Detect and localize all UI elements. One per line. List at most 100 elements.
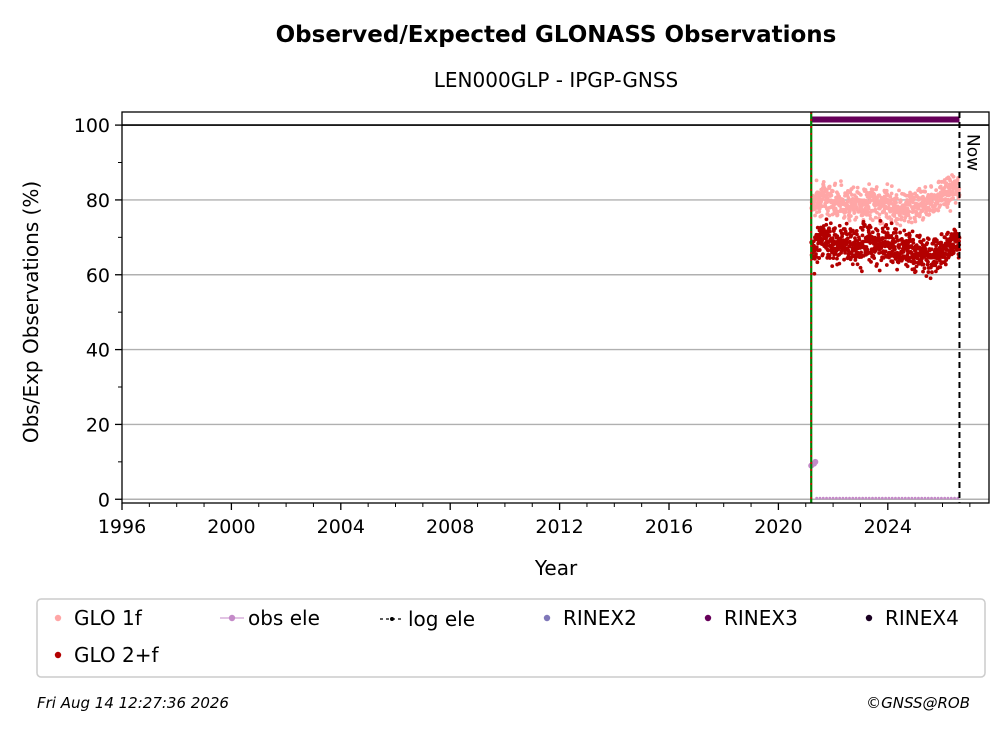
obs-ele-point [940, 496, 943, 500]
obs-ele-point [877, 496, 881, 500]
obs-ele-point [874, 496, 878, 500]
obs-ele-point [844, 496, 848, 500]
glo-2f-point [867, 232, 872, 237]
glo-1f-point [898, 223, 903, 228]
glo-2f-point [919, 251, 925, 257]
legend-marker [54, 614, 62, 622]
glo-2f-point [872, 256, 877, 261]
glo-1f-point [898, 199, 903, 204]
glo-1f-point [839, 179, 843, 184]
glo-1f-point [950, 189, 955, 193]
glo-2f-point [884, 263, 889, 267]
glo-1f-point [951, 196, 955, 200]
obs-ele-point [825, 496, 828, 500]
obs-ele-series [808, 458, 960, 500]
glo-1f-point [951, 174, 956, 179]
glo-1f-point [944, 181, 949, 186]
glo-2f-point [906, 245, 911, 251]
obs-ele-point [903, 496, 907, 500]
glo-2f-point [817, 248, 822, 252]
glo-1f-point [926, 199, 932, 204]
glo-2f-point [939, 232, 944, 236]
glo-1f-point [871, 198, 877, 203]
obs-ele-point [920, 496, 924, 500]
glo-2f-point [947, 254, 951, 259]
glo-2f-point [912, 248, 918, 253]
glo-1f-point [912, 197, 916, 202]
glo-2f-point [925, 241, 930, 245]
obs-ele-point [897, 496, 901, 500]
glo-2f-point [894, 230, 898, 235]
obs-ele-point [933, 496, 937, 500]
glo-1f-point [906, 213, 911, 218]
glo-1f-point [927, 212, 932, 217]
now-label: Now [962, 134, 982, 171]
glo-1f-point [813, 213, 817, 218]
glo-1f-point [814, 178, 819, 183]
obs-ele-point [890, 496, 894, 500]
glo-2f-point [890, 260, 895, 265]
obs-ele-point [887, 496, 891, 500]
legend-label: GLO 1f [74, 606, 143, 630]
series-layer: Now [808, 112, 982, 503]
glo-2f-point [926, 254, 932, 260]
obs-ele-point [828, 496, 832, 500]
glo-1f-point [892, 214, 897, 218]
glo-2f-point [859, 250, 863, 255]
glo-2f-point [850, 262, 855, 267]
glo-2f-point [934, 260, 939, 265]
glo-2f-point [934, 243, 939, 248]
glo-1f-point [927, 208, 932, 213]
glo-1f-point [873, 215, 878, 220]
glo-2f-point [934, 238, 939, 243]
glo-2f-point [884, 223, 889, 227]
legend-marker [54, 651, 62, 659]
glo-1f-point [936, 208, 941, 213]
glo-2f-point [854, 228, 859, 233]
glo-2f-point [871, 241, 877, 246]
glo-1f-point [906, 202, 911, 207]
glo-1f-point [869, 198, 873, 203]
glo-2f-point [833, 226, 837, 231]
glo-1f-point [907, 209, 912, 214]
glo-2f-point [926, 270, 931, 274]
chart-title: Observed/Expected GLONASS Observations [276, 22, 837, 48]
glo-2f-point [865, 238, 870, 244]
obs-ele-point [831, 496, 835, 500]
glo-2f-point [894, 227, 899, 232]
glo-2f-point [940, 248, 945, 253]
glo-2f-point [921, 262, 926, 267]
glo-1f-point [839, 183, 844, 187]
obs-ele-point [894, 496, 897, 500]
glo-1f-point [894, 200, 898, 205]
glo-2f-point [926, 259, 930, 264]
glo-2f-point [862, 223, 867, 227]
glo-1f-point [889, 191, 894, 196]
glo-1f-point [930, 200, 935, 204]
footer-timestamp: Fri Aug 14 12:27:36 2026 [37, 694, 229, 712]
y-tick-label: 80 [86, 190, 110, 212]
glo-1f-point [895, 221, 900, 226]
glo-2f-point [828, 229, 832, 234]
glo-1f-point [947, 188, 952, 194]
glo-1f-point [948, 178, 953, 183]
glo-2f-point [861, 219, 866, 224]
glo-1f-point [844, 202, 849, 207]
glo-1f-point [851, 185, 856, 190]
legend-label: RINEX4 [885, 606, 959, 630]
obs-ele-point [818, 496, 822, 500]
x-tick-label: 2024 [864, 516, 912, 538]
obs-ele-point [815, 496, 819, 500]
glo-1f-point [889, 217, 894, 222]
glo-1f-point [905, 198, 909, 202]
glo-1f-point [885, 182, 890, 186]
glo-2f-point [876, 235, 881, 240]
glo-1f-point [906, 219, 911, 224]
legend-label: log ele [408, 607, 475, 631]
obs-ele-point [913, 496, 917, 500]
glo-2f-point [957, 247, 962, 252]
glo-2f-point [892, 247, 897, 252]
glo-2f-point [878, 219, 883, 223]
obs-ele-point [834, 496, 838, 500]
glo-1f-point [871, 187, 875, 192]
